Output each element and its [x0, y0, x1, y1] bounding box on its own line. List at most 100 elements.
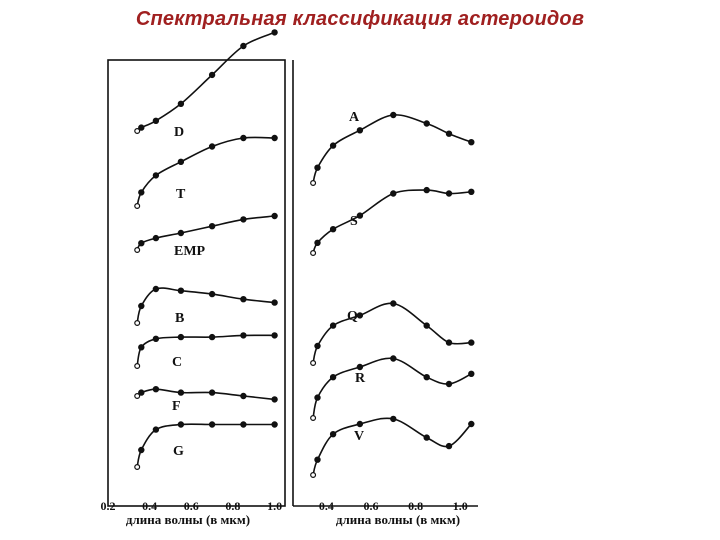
- series-f: F: [134, 386, 278, 414]
- data-point: [329, 322, 337, 329]
- series-label-d: D: [174, 125, 184, 140]
- data-point: [152, 335, 160, 342]
- series-t: T: [134, 134, 278, 210]
- data-point: [390, 355, 397, 362]
- data-point: [356, 127, 364, 134]
- series-label-f: F: [172, 399, 181, 414]
- data-point: [390, 300, 397, 307]
- data-point: [240, 421, 247, 428]
- data-point: [356, 363, 364, 371]
- data-point: [356, 212, 364, 219]
- data-point: [134, 363, 141, 370]
- series-label-c: C: [172, 355, 182, 370]
- data-point: [356, 420, 364, 428]
- left-x-tick-label: 0.8: [225, 499, 240, 513]
- data-point: [177, 229, 185, 237]
- left-x-tick-label: 0.2: [101, 499, 116, 513]
- data-point: [138, 446, 145, 454]
- data-point: [134, 320, 141, 327]
- series-v: V: [310, 415, 475, 479]
- slide-title: Спектральная классификация астероидов: [135, 8, 585, 30]
- right-x-tick-label: 0.4: [319, 499, 334, 513]
- data-point: [271, 212, 278, 220]
- data-point: [314, 239, 321, 246]
- data-point: [240, 392, 247, 400]
- data-point: [134, 393, 141, 400]
- series-line-s: [312, 189, 472, 254]
- series-line-b: [136, 287, 275, 324]
- data-point: [445, 442, 453, 450]
- series-g: G: [134, 421, 278, 471]
- data-point: [240, 296, 247, 303]
- series-line-d: [136, 31, 275, 132]
- data-point: [138, 302, 145, 310]
- data-point: [314, 342, 321, 350]
- data-point: [240, 42, 247, 50]
- series-label-b: B: [175, 311, 184, 326]
- data-point: [271, 299, 278, 306]
- data-point: [445, 380, 453, 388]
- right-x-tick-label: 0.8: [408, 499, 423, 513]
- left-panel-frame: [107, 59, 286, 507]
- series-s: S: [310, 186, 475, 257]
- series-line-a: [312, 114, 472, 184]
- data-point: [468, 420, 475, 428]
- right-x-tick-label: 1.0: [453, 499, 468, 513]
- data-point: [356, 312, 364, 319]
- series-line-q: [312, 302, 472, 364]
- data-point: [329, 142, 337, 149]
- series-label-g: G: [173, 444, 184, 459]
- data-point: [177, 158, 185, 165]
- data-point: [134, 128, 141, 135]
- data-point: [329, 431, 337, 438]
- left-x-tick-label: 0.4: [142, 499, 157, 513]
- data-point: [208, 389, 216, 396]
- right-x-tick-label: 0.6: [364, 499, 379, 513]
- data-point: [329, 374, 337, 381]
- series-label-t: T: [176, 187, 186, 202]
- left-x-tick-label: 1.0: [267, 499, 282, 513]
- data-point: [271, 332, 278, 339]
- data-point: [177, 100, 185, 108]
- series-q: Q: [310, 300, 475, 367]
- data-point: [152, 426, 160, 433]
- data-point: [152, 117, 160, 125]
- data-point: [445, 190, 453, 197]
- series-emp: EMP: [134, 212, 278, 259]
- data-point: [468, 138, 475, 146]
- left-x-tick-label: 0.6: [184, 499, 199, 513]
- data-point: [390, 111, 397, 119]
- left-panel-series: D T EMP B C F G: [134, 29, 278, 471]
- series-a: A: [310, 110, 475, 187]
- data-point: [445, 339, 453, 346]
- series-label-q: Q: [347, 309, 358, 324]
- data-point: [310, 360, 317, 367]
- data-point: [240, 216, 247, 223]
- data-point: [208, 143, 216, 150]
- series-label-emp: EMP: [174, 244, 206, 259]
- data-point: [138, 239, 145, 247]
- data-point: [310, 415, 317, 422]
- data-point: [152, 172, 160, 179]
- right-x-ticks: 0.4 0.6 0.8 1.0: [319, 499, 468, 513]
- data-point: [423, 374, 430, 381]
- data-point: [240, 332, 247, 339]
- data-point: [208, 333, 216, 341]
- data-point: [468, 339, 475, 346]
- data-point: [271, 396, 278, 403]
- left-x-axis-label: длина волны (в мкм): [126, 512, 250, 527]
- data-point: [310, 180, 317, 187]
- data-point: [138, 124, 145, 131]
- data-point: [208, 222, 216, 230]
- data-point: [310, 250, 317, 257]
- data-point: [134, 203, 141, 210]
- data-point: [208, 290, 216, 298]
- data-point: [208, 421, 216, 428]
- data-point: [468, 188, 475, 195]
- data-point: [134, 247, 141, 254]
- data-point: [138, 389, 145, 396]
- data-point: [468, 370, 475, 377]
- series-line-t: [136, 136, 275, 207]
- series-line-emp: [136, 215, 275, 251]
